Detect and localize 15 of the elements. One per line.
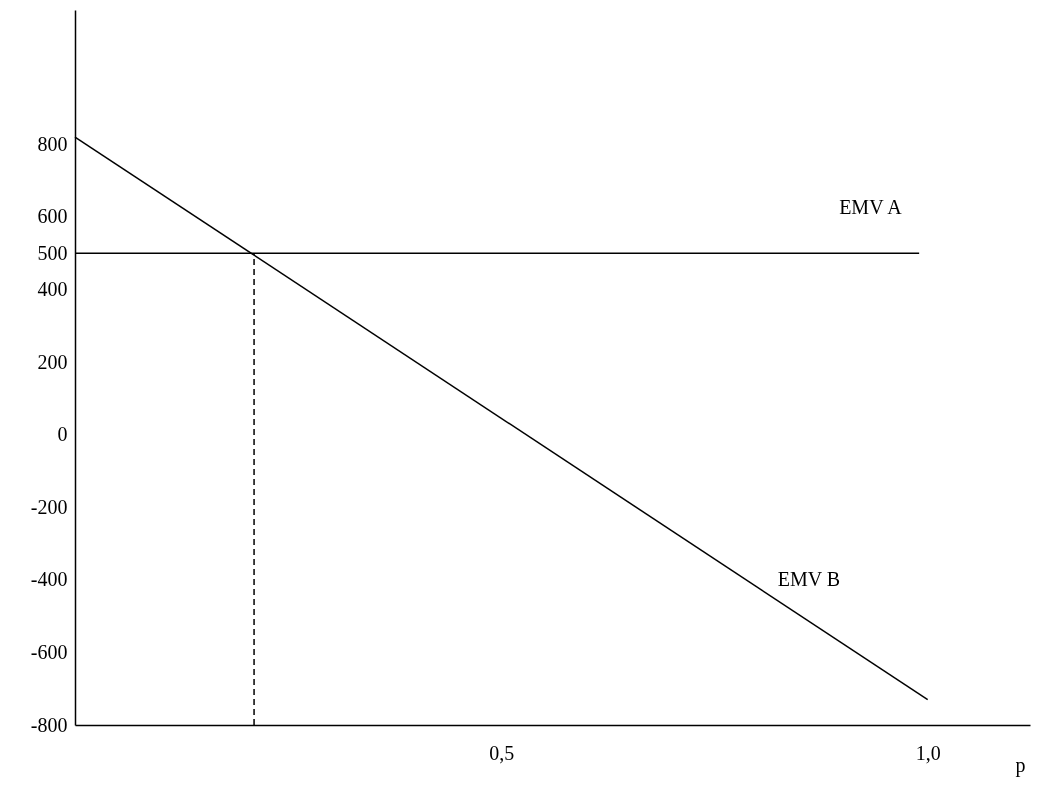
y-tick-label: 0 [57, 423, 68, 446]
series-label: EMV B [777, 567, 841, 590]
x-tick-label: 1,0 [915, 741, 941, 764]
y-tick-label: 400 [37, 277, 68, 300]
y-tick-label: 200 [37, 350, 68, 373]
x-axis-title: p [1015, 753, 1026, 777]
y-tick-label: 600 [37, 205, 68, 228]
y-tick-label: 500 [37, 241, 68, 264]
y-tick-label: -800 [30, 713, 68, 736]
y-tick-label: -600 [30, 640, 68, 663]
y-tick-label: 800 [37, 132, 68, 155]
y-tick-label: -200 [30, 495, 68, 518]
x-tick-label: 0,5 [489, 741, 515, 764]
series-label: EMV A [839, 196, 903, 219]
y-tick-label: -400 [30, 568, 68, 591]
